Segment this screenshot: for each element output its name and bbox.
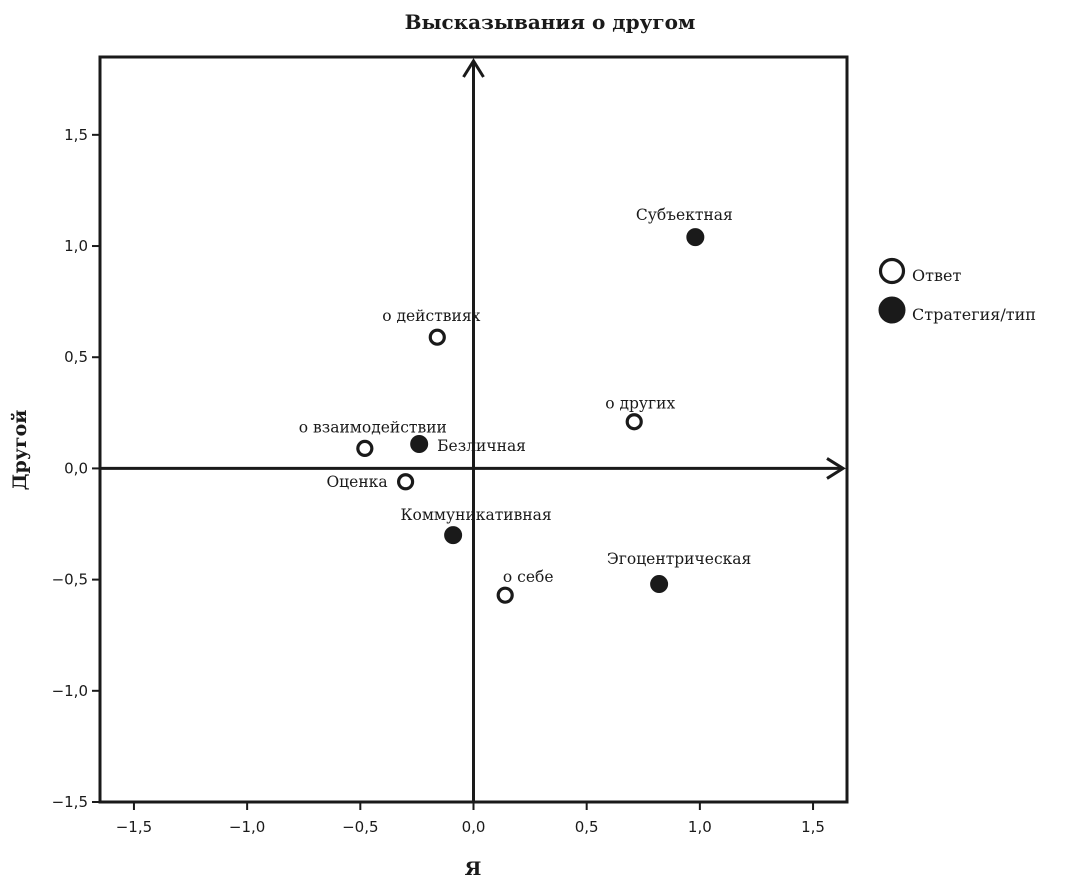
x-tick-label: −1,0 [229, 818, 265, 836]
y-tick-label: −0,5 [52, 571, 88, 589]
answer-point [428, 328, 446, 346]
x-axis-label: Я [465, 858, 482, 880]
legend: Ответ Стратегия/тип [878, 257, 1036, 324]
answer-point [396, 473, 415, 491]
y-axis-label: Другой [9, 410, 31, 491]
x-tick-label: 0,0 [462, 818, 486, 836]
y-tick-label: 0,5 [64, 348, 88, 366]
strategy-point [410, 434, 429, 453]
y-tick-label: 1,0 [64, 237, 88, 255]
legend-marker [878, 257, 906, 285]
x-axis-arrowhead [826, 457, 846, 480]
strategy-point [686, 228, 705, 247]
y-axis-arrowhead [462, 58, 485, 78]
chart-title: Высказывания о другом [405, 10, 696, 34]
x-tick-label: −1,5 [116, 818, 152, 836]
y-tick-label: −1,5 [52, 793, 88, 811]
point-label: о себе [503, 568, 554, 586]
legend-label: Стратегия/тип [912, 305, 1036, 324]
y-tick-label: 1,5 [64, 126, 88, 144]
point-label: о действиях [382, 307, 480, 325]
x-tick-label: 1,5 [801, 818, 825, 836]
point-label: Коммуникативная [401, 506, 552, 524]
answer-point [496, 586, 514, 604]
point-label: Субъектная [636, 206, 733, 224]
x-tick-label: 1,0 [688, 818, 712, 836]
legend-marker [878, 296, 906, 324]
x-tick-label: −0,5 [342, 818, 378, 836]
answer-point [356, 439, 374, 458]
point-label: о других [605, 395, 675, 413]
point-label: о взаимодействии [299, 418, 447, 436]
y-tick-label: 0,0 [64, 459, 88, 477]
answer-point [625, 413, 643, 431]
strategy-point [444, 526, 463, 545]
legend-label: Ответ [912, 266, 961, 285]
point-label: Оценка [326, 473, 387, 491]
point-label: Эгоцентрическая [607, 550, 751, 568]
point-label: Безличная [437, 437, 526, 455]
x-tick-label: 0,5 [575, 818, 599, 836]
y-tick-label: −1,0 [52, 682, 88, 700]
strategy-point [650, 575, 669, 594]
